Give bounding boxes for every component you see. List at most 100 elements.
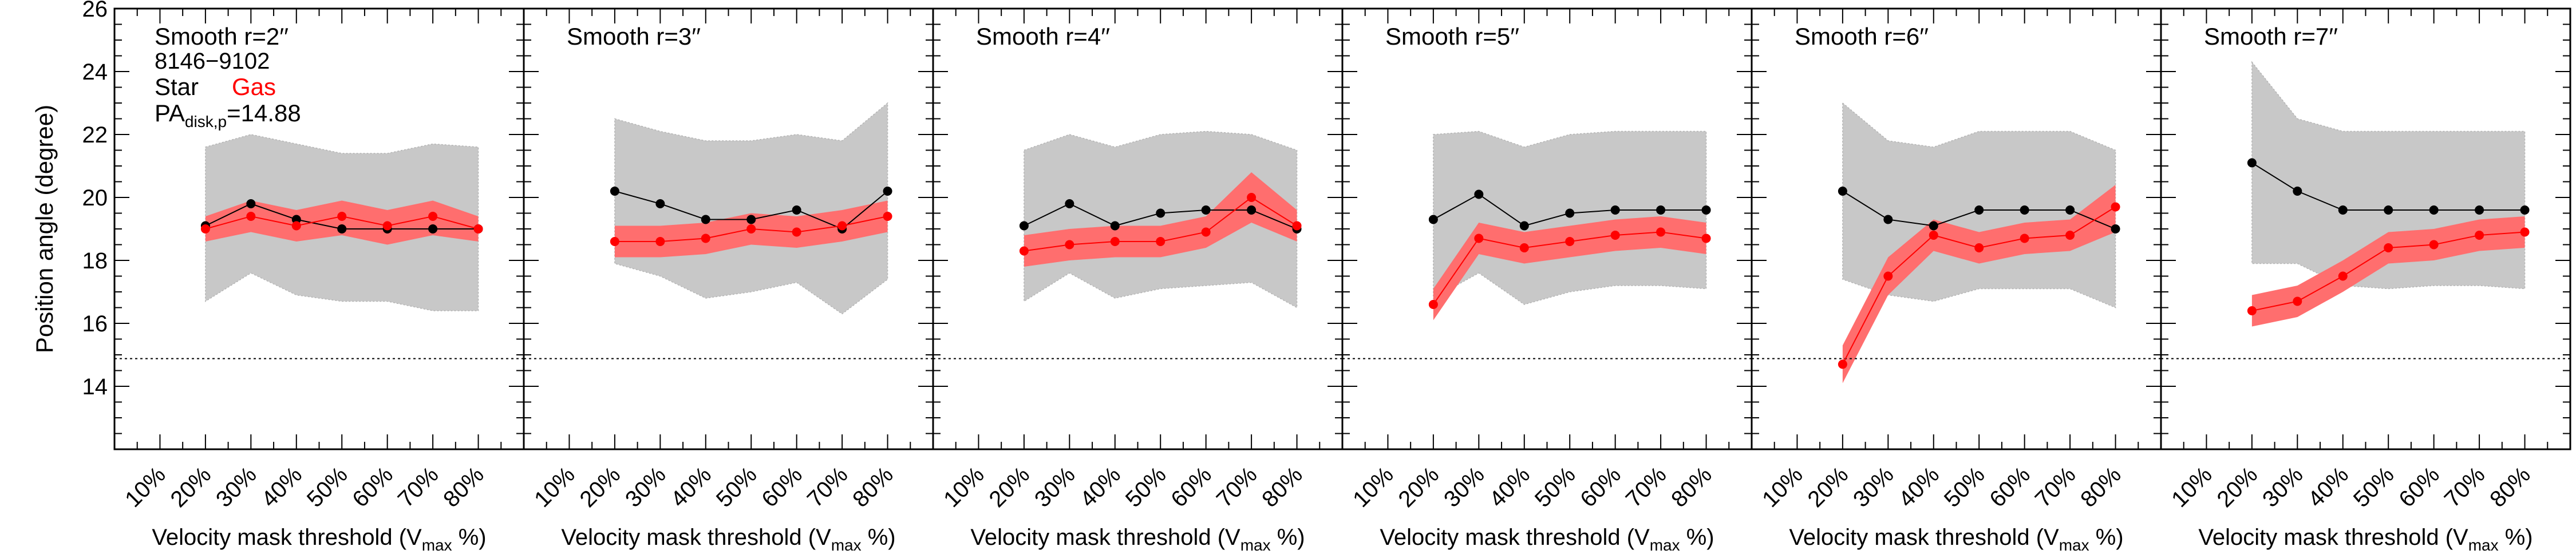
gas-point — [1110, 237, 1120, 246]
y-axis-title: Position angle (degree) — [31, 105, 58, 353]
x-axis-title-end: %) — [1680, 525, 1714, 550]
star-point — [746, 215, 756, 224]
star-point — [2384, 205, 2393, 215]
x-tick-label: 10% — [120, 462, 171, 512]
pa-value: =14.88 — [227, 100, 301, 126]
x-tick-label: 10% — [939, 462, 989, 512]
x-tick-label: 10% — [1348, 462, 1398, 512]
x-axis-title-subscript: max — [2468, 536, 2499, 554]
gas-point — [1019, 246, 1029, 256]
gas-point — [291, 221, 301, 231]
star-point — [2475, 205, 2484, 215]
gas-point — [246, 212, 256, 221]
gas-point — [1156, 237, 1165, 246]
gas-point — [837, 221, 847, 231]
x-tick-label: 50% — [302, 462, 353, 512]
gas-point — [1201, 227, 1211, 237]
x-tick-label: 20% — [2212, 462, 2263, 512]
gas-point — [610, 237, 619, 246]
x-tick-label: 30% — [1848, 462, 1899, 512]
gas-point — [1565, 237, 1575, 246]
gas-uncertainty-band — [2251, 216, 2525, 327]
star-uncertainty-band — [1433, 130, 1707, 305]
star-point — [1110, 221, 1120, 231]
x-axis-title-end: %) — [1271, 525, 1305, 550]
star-point — [1201, 205, 1211, 215]
y-tick-label: 24 — [82, 60, 108, 85]
panel-title: Smooth r=4′′ — [976, 23, 1110, 50]
star-point — [2020, 205, 2029, 215]
y-tick-label: 18 — [82, 248, 108, 274]
star-point — [610, 187, 619, 196]
gas-point — [2065, 231, 2075, 240]
gas-point — [473, 224, 483, 234]
gas-point — [1883, 271, 1893, 281]
star-point — [2338, 205, 2348, 215]
star-point — [1019, 221, 1029, 231]
x-tick-label: 70% — [1621, 462, 1672, 512]
gas-point — [337, 212, 347, 221]
panel-title: Smooth r=3′′ — [567, 23, 701, 50]
x-axis-title-subscript: max — [831, 536, 862, 554]
galaxy-id: 8146−9102 — [155, 49, 270, 74]
x-axis-title-main: Velocity mask threshold (V — [561, 525, 831, 550]
x-tick-label: 80% — [848, 462, 898, 512]
star-point — [883, 187, 892, 196]
x-axis-title: Velocity mask threshold (Vmax %) — [1380, 525, 1714, 554]
x-axis-title: Velocity mask threshold (Vmax %) — [970, 525, 1305, 554]
star-point — [1474, 189, 1484, 199]
x-tick-label: 30% — [1439, 462, 1490, 512]
gas-point — [2520, 227, 2530, 237]
x-tick-label: 40% — [1075, 462, 1125, 512]
star-point — [1838, 187, 1847, 196]
panel-title: Smooth r=6′′ — [1795, 23, 1929, 50]
star-point — [1428, 215, 1438, 224]
gas-point — [1428, 300, 1438, 309]
star-point — [2293, 187, 2302, 196]
star-point — [2247, 158, 2257, 168]
gas-point — [2429, 240, 2439, 250]
x-tick-label: 50% — [1939, 462, 1990, 512]
star-point — [2065, 205, 2075, 215]
star-point — [655, 199, 665, 208]
y-tick-label: 26 — [82, 0, 108, 22]
star-point — [2520, 205, 2530, 215]
gas-point — [1838, 359, 1847, 369]
gas-uncertainty-band — [1842, 185, 2116, 383]
x-tick-label: 20% — [1803, 462, 1854, 512]
gas-point — [200, 224, 210, 234]
star-point — [246, 199, 256, 208]
pa-disk-label: PAdisk,p=14.88 — [155, 100, 301, 130]
gas-point — [746, 224, 756, 234]
x-tick-label: 60% — [1575, 462, 1626, 512]
pa-prefix: PA — [155, 100, 185, 126]
x-axis-title-subscript: max — [1650, 536, 1680, 554]
x-axis-title: Velocity mask threshold (Vmax %) — [152, 525, 486, 554]
x-axis-title-end: %) — [2089, 525, 2124, 550]
x-axis-title-main: Velocity mask threshold (V — [2198, 525, 2468, 550]
x-tick-label: 10% — [2167, 462, 2217, 512]
x-tick-label: 80% — [2076, 462, 2126, 512]
star-point — [701, 215, 710, 224]
gas-point — [1474, 234, 1484, 243]
x-axis-title-subscript: max — [1240, 536, 1271, 554]
x-tick-label: 20% — [1394, 462, 1444, 512]
gas-point — [2293, 296, 2302, 306]
panel-6: 10%20%30%40%50%60%70%80% Velocity mask th… — [2160, 7, 2571, 554]
gas-uncertainty-band — [1433, 216, 1706, 320]
legend-star: Star — [155, 73, 199, 100]
star-point — [2429, 205, 2439, 215]
gas-point — [428, 212, 438, 221]
star-point — [1565, 208, 1575, 218]
x-tick-label: 60% — [1985, 462, 2035, 512]
gas-point — [1292, 221, 1302, 231]
x-tick-label: 10% — [530, 462, 580, 512]
gas-point — [2338, 271, 2348, 281]
y-tick-label: 16 — [82, 311, 108, 337]
star-point — [1610, 205, 1620, 215]
x-tick-label: 80% — [438, 462, 489, 512]
x-tick-label: 60% — [757, 462, 807, 512]
x-axis-title: Velocity mask threshold (Vmax %) — [2198, 525, 2532, 554]
